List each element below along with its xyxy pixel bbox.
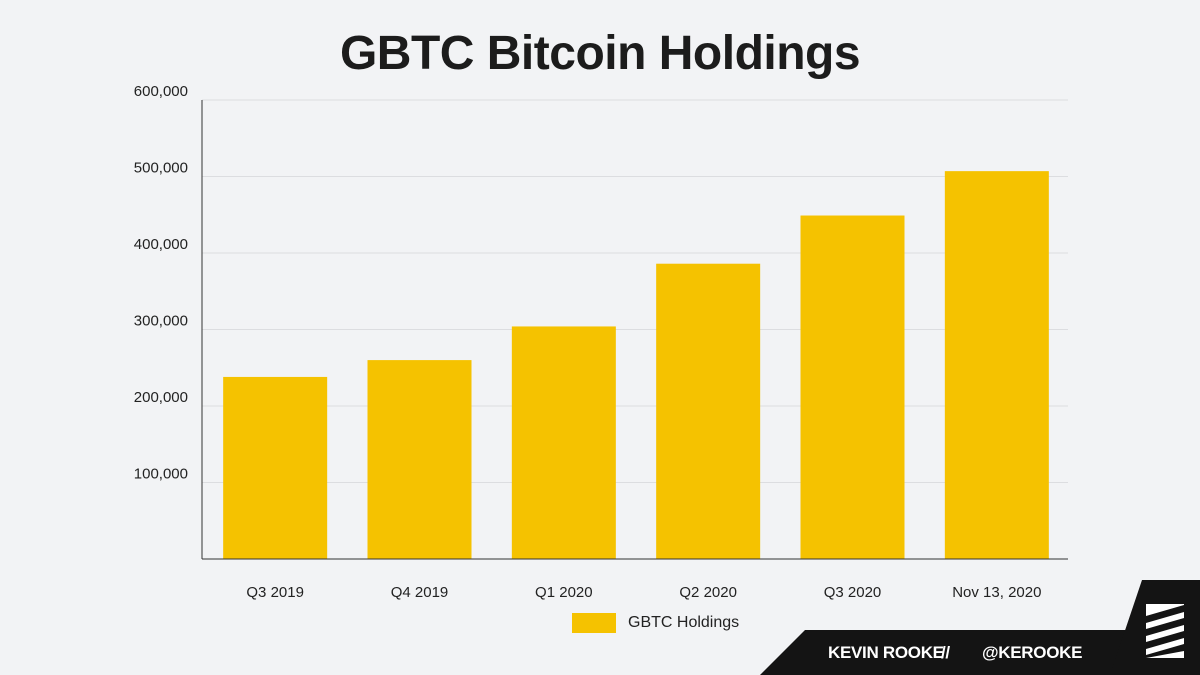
x-tick-label: Q2 2020 — [679, 584, 737, 601]
chart-title: GBTC Bitcoin Holdings — [339, 27, 861, 80]
y-tick-label: 100,000 — [134, 466, 188, 483]
x-tick-label: Q3 2020 — [824, 584, 882, 601]
stripes-logo-icon — [1146, 604, 1184, 658]
y-tick-label: 500,000 — [134, 160, 188, 177]
separator: // — [941, 643, 950, 662]
gridlines — [202, 99, 1068, 483]
y-tick-label: 600,000 — [134, 83, 188, 100]
y-tick-label: 400,000 — [134, 236, 188, 253]
bar — [511, 326, 616, 559]
legend: GBTC Holdings — [572, 613, 739, 633]
y-tick-label: 300,000 — [134, 313, 188, 330]
author-handle: @KEROOKE — [982, 643, 1083, 662]
bar — [800, 215, 905, 559]
bar — [944, 171, 1049, 559]
bar — [223, 376, 328, 559]
x-tick-label: Q1 2020 — [535, 584, 593, 601]
legend-swatch — [572, 613, 616, 633]
bar — [656, 263, 761, 559]
x-tick-label: Q4 2019 — [391, 584, 449, 601]
bar — [367, 360, 472, 559]
x-tick-label: Nov 13, 2020 — [952, 584, 1041, 601]
x-axis-ticks: Q3 2019 Q4 2019 Q1 2020 Q2 2020 Q3 2020 Nov 1… — [246, 584, 1041, 601]
bars — [223, 171, 1049, 559]
y-tick-label: 200,000 — [134, 389, 188, 406]
x-tick-label: Q3 2019 — [246, 584, 304, 601]
author-name: KEVIN ROOKE — [828, 643, 944, 662]
legend-label: GBTC Holdings — [628, 614, 740, 631]
y-axis-ticks: 100,000 200,000 300,000 400,000 500,000 600,0… — [134, 83, 188, 483]
